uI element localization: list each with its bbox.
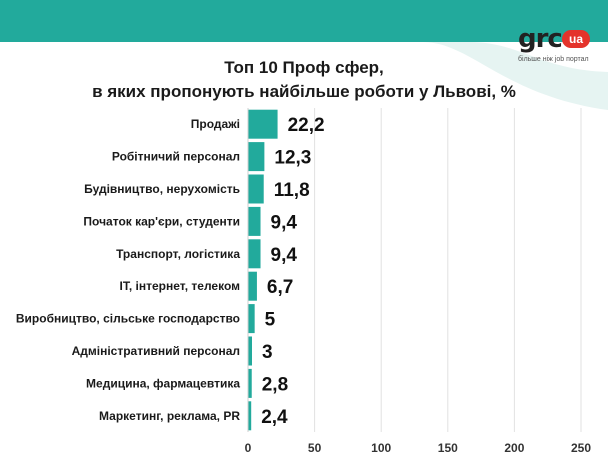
x-tick-label: 250: [571, 441, 591, 455]
category-label: IT, інтернет, телеком: [120, 279, 241, 293]
value-label: 5: [265, 310, 276, 331]
category-label: Будівництво, нерухомість: [84, 182, 240, 196]
value-label: 11,8: [274, 180, 310, 201]
chart-title-line-1: Топ 10 Проф сфер,: [224, 58, 384, 77]
value-label: 3: [262, 342, 273, 363]
grc-logo: grc ua більше ніж job портал: [518, 24, 604, 68]
value-label: 2,4: [261, 407, 288, 428]
x-tick-label: 50: [308, 441, 322, 455]
bar: [248, 239, 261, 269]
decorative-swoosh: [420, 41, 608, 110]
x-tick-label: 0: [245, 441, 252, 455]
value-label: 6,7: [267, 277, 293, 298]
bar: [248, 271, 257, 301]
value-label: 22,2: [288, 115, 325, 136]
logo-badge: ua: [562, 30, 590, 48]
x-tick-label: 200: [504, 441, 524, 455]
bar: [248, 368, 252, 398]
chart-title-line-2: в яких пропонують найбільше роботи у Льв…: [92, 82, 516, 101]
category-label: Маркетинг, реклама, PR: [99, 409, 240, 423]
x-tick-label: 150: [438, 441, 458, 455]
logo-tagline: більше ніж job портал: [518, 56, 589, 63]
bar: [248, 401, 252, 431]
x-tick-label: 100: [371, 441, 391, 455]
bar: [248, 174, 264, 204]
value-label: 9,4: [271, 212, 298, 233]
bar: [248, 336, 252, 366]
category-label: Адміністративний персонал: [72, 344, 240, 358]
bar: [248, 142, 265, 172]
category-label: Транспорт, логістика: [116, 247, 240, 261]
bar: [248, 109, 278, 139]
bar: [248, 206, 261, 236]
logo-word: grc: [518, 24, 563, 54]
bar: [248, 304, 255, 334]
category-label: Медицина, фармацевтика: [86, 376, 240, 390]
value-label: 2,8: [262, 374, 288, 395]
category-label: Робітничий персонал: [112, 150, 240, 164]
value-label: 9,4: [271, 245, 298, 266]
value-label: 12,3: [274, 148, 311, 169]
category-label: Початок кар'єри, студенти: [83, 214, 240, 228]
category-label: Виробництво, сільське господарство: [16, 312, 240, 326]
header-band: [0, 0, 608, 42]
category-label: Продажі: [191, 117, 240, 131]
chart-title: Топ 10 Проф сфер, в яких пропонують найб…: [0, 56, 608, 104]
